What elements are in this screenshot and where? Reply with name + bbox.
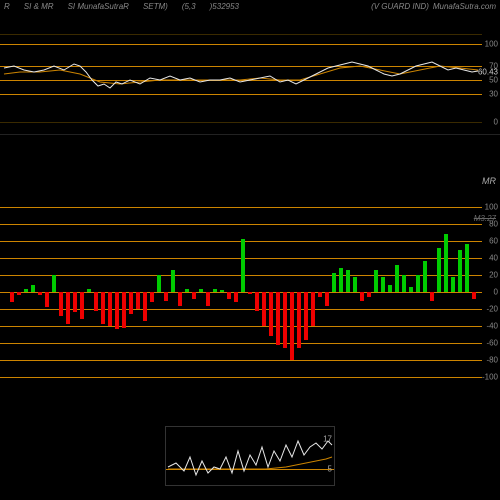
- hdr-site: MunafaSutra.com: [433, 2, 496, 12]
- mini-chart: 17 5: [165, 426, 335, 486]
- mr-bar: [297, 292, 301, 348]
- mr-bar: [416, 275, 420, 292]
- mr-chart: MR M3.27 100806040200-20-40-60-80-100: [0, 134, 500, 420]
- mr-bar: [290, 292, 294, 360]
- mr-bar: [409, 287, 413, 292]
- mr-bar: [143, 292, 147, 321]
- mr-bar: [304, 292, 308, 340]
- mr-bar: [388, 285, 392, 292]
- mini-top-label: 17: [323, 435, 332, 444]
- mr-bar: [437, 248, 441, 292]
- mr-bar: [395, 265, 399, 292]
- rsi-y-label: 50: [489, 76, 498, 85]
- mr-bar: [360, 292, 364, 301]
- rsi-y-label: 30: [489, 90, 498, 99]
- mr-bar: [367, 292, 371, 297]
- mr-bar: [73, 292, 77, 312]
- mr-y-label: -100: [482, 373, 498, 382]
- mr-bar: [206, 292, 210, 306]
- mr-bar: [129, 292, 133, 314]
- mr-bar: [339, 268, 343, 292]
- mr-bar: [346, 270, 350, 292]
- mr-y-label: 60: [489, 237, 498, 246]
- mr-bar: [10, 292, 14, 302]
- mr-bar: [458, 250, 462, 293]
- mr-bar: [24, 289, 28, 292]
- mr-bar: [150, 292, 154, 302]
- mr-bar: [59, 292, 63, 316]
- mr-bar: [444, 234, 448, 292]
- mr-label: MR: [482, 176, 496, 186]
- hdr-code: )532953: [210, 2, 239, 12]
- mr-bar: [374, 270, 378, 292]
- mr-bar: [402, 275, 406, 292]
- mr-bar: [451, 277, 455, 292]
- hdr-setm: SETM): [143, 2, 168, 12]
- mr-bar: [52, 275, 56, 292]
- mr-bar: [87, 289, 91, 292]
- mr-bar: [248, 292, 252, 294]
- mr-bar: [353, 277, 357, 292]
- mr-bar: [17, 292, 21, 295]
- mr-bar: [381, 277, 385, 292]
- mr-bar: [255, 292, 259, 311]
- mr-bar: [262, 292, 266, 326]
- mr-bar: [192, 292, 196, 299]
- mr-bar: [430, 292, 434, 301]
- mr-y-label: -20: [486, 305, 498, 314]
- mr-bar: [276, 292, 280, 345]
- rsi-current-value: 60.43: [478, 68, 498, 77]
- mr-bar: [227, 292, 231, 299]
- mr-bar: [136, 292, 140, 309]
- hdr-si-sutra: SI MunafaSutraR: [68, 2, 129, 12]
- rsi-y-label: 100: [485, 40, 498, 49]
- mr-bar: [115, 292, 119, 329]
- mr-bar: [423, 261, 427, 292]
- mr-bar: [164, 292, 168, 301]
- mini-mid-label: 5: [328, 465, 332, 474]
- mr-bar: [332, 273, 336, 292]
- mr-bar: [269, 292, 273, 336]
- mr-bar: [472, 292, 476, 299]
- mr-bar: [66, 292, 70, 324]
- mr-bar: [185, 289, 189, 292]
- mr-bar: [465, 244, 469, 292]
- hdr-53: (5,3: [182, 2, 196, 12]
- mr-bar: [234, 292, 238, 302]
- hdr-symbol: (V GUARD IND): [371, 2, 429, 12]
- mr-y-label: -60: [486, 339, 498, 348]
- mr-bar: [31, 285, 35, 292]
- mr-bar: [45, 292, 49, 307]
- mr-bar: [157, 275, 161, 292]
- mr-bar: [108, 292, 112, 326]
- rsi-chart: 1007050300 60.43: [0, 14, 500, 134]
- header-bar: R SI & MR SI MunafaSutraR SETM) (5,3 )53…: [0, 0, 500, 14]
- mr-bar: [94, 292, 98, 311]
- mr-bar: [311, 292, 315, 326]
- mr-bar: [178, 292, 182, 306]
- mr-bar: [213, 289, 217, 292]
- mr-bar: [122, 292, 126, 328]
- mr-bar: [171, 270, 175, 292]
- hdr-si-mr: SI & MR: [24, 2, 54, 12]
- mr-bar: [325, 292, 329, 306]
- mr-y-label: 80: [489, 220, 498, 229]
- mr-bar: [241, 239, 245, 292]
- mr-bar: [283, 292, 287, 348]
- mr-y-label: 20: [489, 271, 498, 280]
- mr-bar: [38, 292, 42, 295]
- mr-bar: [80, 292, 84, 319]
- hdr-r: R: [4, 2, 10, 12]
- mr-y-label: -40: [486, 322, 498, 331]
- mr-y-label: 100: [485, 203, 498, 212]
- mr-bar: [101, 292, 105, 324]
- mr-bar: [220, 290, 224, 292]
- mr-bar: [318, 292, 322, 297]
- mr-y-label: -80: [486, 356, 498, 365]
- mr-y-label: 0: [494, 288, 498, 297]
- mr-y-label: 40: [489, 254, 498, 263]
- mr-bar: [199, 289, 203, 292]
- rsi-y-label: 0: [494, 118, 498, 127]
